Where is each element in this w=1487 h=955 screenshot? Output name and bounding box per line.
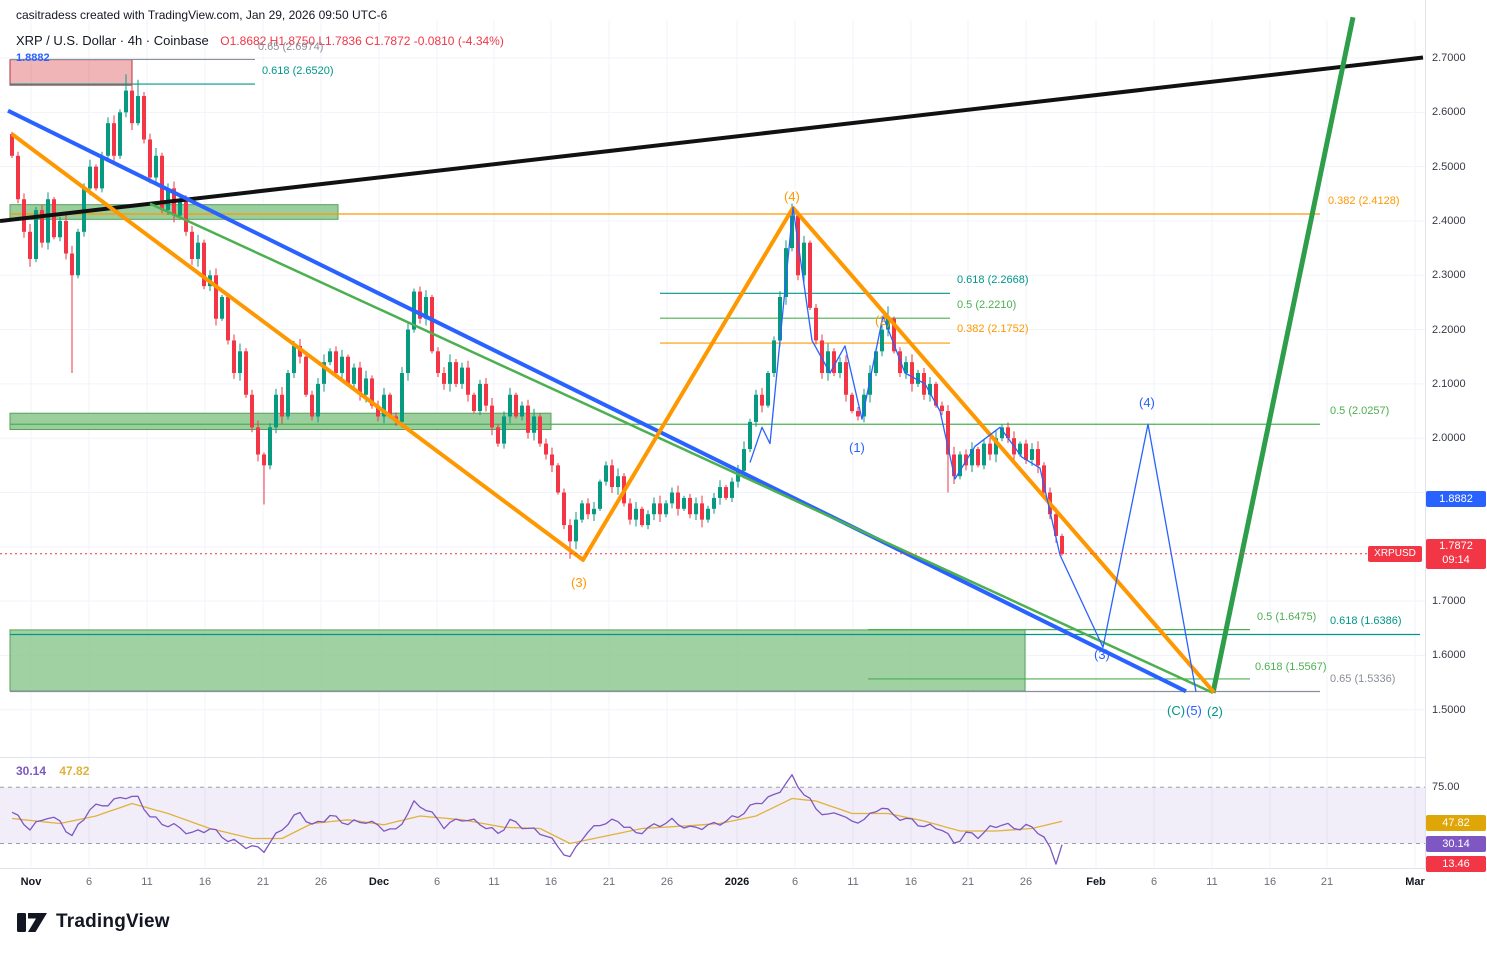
pane-separator[interactable] bbox=[0, 757, 1425, 758]
time-axis[interactable] bbox=[0, 868, 1487, 899]
footer-area bbox=[0, 898, 1487, 955]
price-axis[interactable] bbox=[1425, 0, 1487, 898]
